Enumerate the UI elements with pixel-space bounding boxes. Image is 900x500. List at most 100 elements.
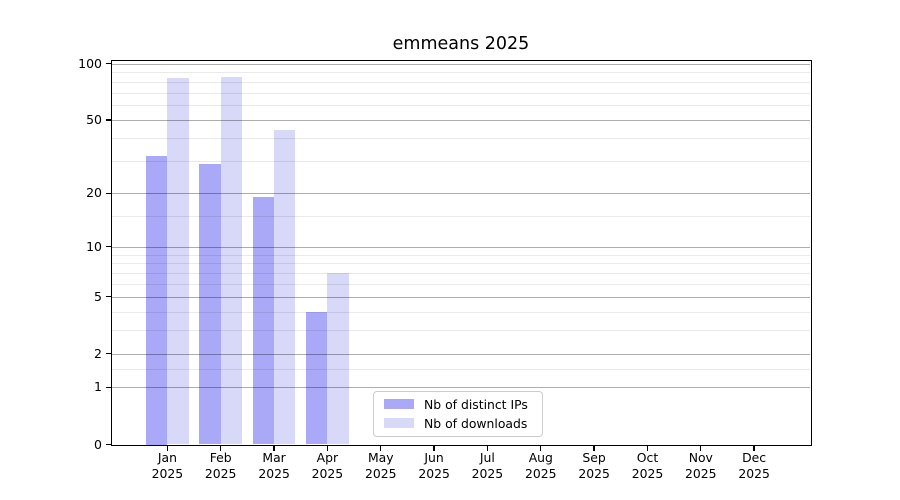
chart-title: emmeans 2025 <box>392 34 530 54</box>
y-tick-label: 0 <box>94 436 102 452</box>
bar-apr-distinct-ips <box>306 311 328 445</box>
gridline-minor <box>112 263 810 265</box>
y-tick-label: 50 <box>86 112 102 128</box>
y-tick-label: 2 <box>94 345 102 361</box>
y-tick-mark <box>105 353 111 355</box>
month-label: Sep <box>582 450 606 465</box>
gridline-major <box>112 120 810 122</box>
legend-swatch-downloads <box>384 417 414 429</box>
gridline-minor <box>112 368 810 370</box>
x-tick-mark <box>753 446 755 451</box>
x-tick-mark <box>486 446 489 451</box>
legend-item-distinct-ips: Nb of distinct IPs <box>384 396 542 412</box>
year-label: 2025 <box>151 465 184 481</box>
gridline-major <box>112 63 810 65</box>
y-tick-label: 20 <box>86 185 102 201</box>
gridline-minor <box>112 215 810 217</box>
gridline-minor <box>112 311 810 313</box>
year-label: 2025 <box>525 465 557 481</box>
month-label: Nov <box>688 450 713 465</box>
y-tick-label: 5 <box>94 288 102 304</box>
month-label: Jan <box>157 450 177 465</box>
legend-label-distinct-ips: Nb of distinct IPs <box>424 396 528 412</box>
x-tick-label-oct: Oct 2025 <box>617 450 679 481</box>
y-tick-mark <box>105 386 111 388</box>
x-tick-label-aug: Aug 2025 <box>510 450 572 481</box>
y-tick-label: 10 <box>86 238 102 254</box>
x-tick-label-mar: Mar 2025 <box>243 450 305 481</box>
plot-border <box>110 59 812 446</box>
gridline-minor <box>112 272 810 274</box>
x-tick-mark <box>220 446 222 451</box>
legend: Nb of distinct IPs Nb of downloads <box>373 390 543 437</box>
gridline-major <box>112 246 810 248</box>
x-tick-label-apr: Apr 2025 <box>296 450 358 481</box>
bar-feb-distinct-ips <box>199 163 221 445</box>
bar-feb-downloads <box>220 76 242 445</box>
month-label: Jul <box>479 450 495 465</box>
y-tick-mark <box>105 119 111 121</box>
gridline-major <box>112 296 810 298</box>
x-tick-mark <box>593 446 595 451</box>
gridline-minor <box>112 254 810 256</box>
gridline-minor <box>112 81 810 83</box>
gridline-minor <box>112 161 810 163</box>
y-tick-mark <box>105 245 111 248</box>
month-label: Dec <box>742 450 767 465</box>
year-label: 2025 <box>258 465 290 481</box>
x-tick-mark <box>166 446 169 451</box>
legend-item-downloads: Nb of downloads <box>384 415 542 431</box>
month-label: Apr <box>316 450 339 465</box>
month-label: Jun <box>424 450 444 465</box>
x-tick-mark <box>700 446 702 451</box>
bar-mar-distinct-ips <box>252 197 275 445</box>
month-label: Mar <box>262 450 286 465</box>
bar-mar-downloads <box>274 130 296 445</box>
y-tick-mark <box>105 63 111 65</box>
year-label: 2025 <box>471 465 504 481</box>
x-tick-label-dec: Dec 2025 <box>723 450 785 481</box>
gridline-major <box>112 353 810 355</box>
x-tick-label-may: May 2025 <box>350 450 412 481</box>
x-tick-label-sep: Sep 2025 <box>563 450 625 481</box>
bar-apr-downloads <box>327 272 349 445</box>
plot-area <box>112 61 810 445</box>
x-tick-label-nov: Nov 2025 <box>670 450 732 481</box>
legend-swatch-distinct-ips <box>384 398 414 410</box>
year-label: 2025 <box>204 465 237 481</box>
x-tick-label-feb: Feb 2025 <box>190 450 252 481</box>
x-tick-mark <box>380 446 382 451</box>
x-tick-label-jun: Jun 2025 <box>403 450 465 481</box>
gridline-major <box>112 193 810 195</box>
bar-jan-distinct-ips <box>146 156 168 445</box>
gridline-minor <box>112 330 810 332</box>
x-tick-mark <box>540 446 542 451</box>
month-label: Aug <box>528 450 553 465</box>
bar-jan-downloads <box>167 77 189 445</box>
x-tick-label-jan: Jan 2025 <box>136 450 198 481</box>
y-tick-mark <box>105 443 111 446</box>
year-label: 2025 <box>738 465 770 481</box>
month-label: May <box>367 450 394 465</box>
month-label: Feb <box>209 450 232 465</box>
y-tick-mark <box>105 296 111 298</box>
x-tick-mark <box>433 446 435 451</box>
year-label: 2025 <box>685 465 717 481</box>
year-label: 2025 <box>578 465 610 481</box>
gridline-minor <box>112 72 810 74</box>
y-tick-label: 100 <box>78 55 102 71</box>
y-tick-label: 1 <box>94 379 102 395</box>
x-tick-mark <box>646 446 649 451</box>
year-label: 2025 <box>365 465 397 481</box>
gridline-minor <box>112 105 810 107</box>
gridline-major <box>112 387 810 389</box>
gridline-minor <box>112 92 810 94</box>
gridline-minor <box>112 283 810 285</box>
month-label: Oct <box>636 450 659 465</box>
y-tick-mark <box>105 192 111 194</box>
legend-label-downloads: Nb of downloads <box>424 415 528 431</box>
gridline-minor <box>112 138 810 140</box>
x-tick-label-jul: Jul 2025 <box>456 450 518 481</box>
year-label: 2025 <box>418 465 450 481</box>
